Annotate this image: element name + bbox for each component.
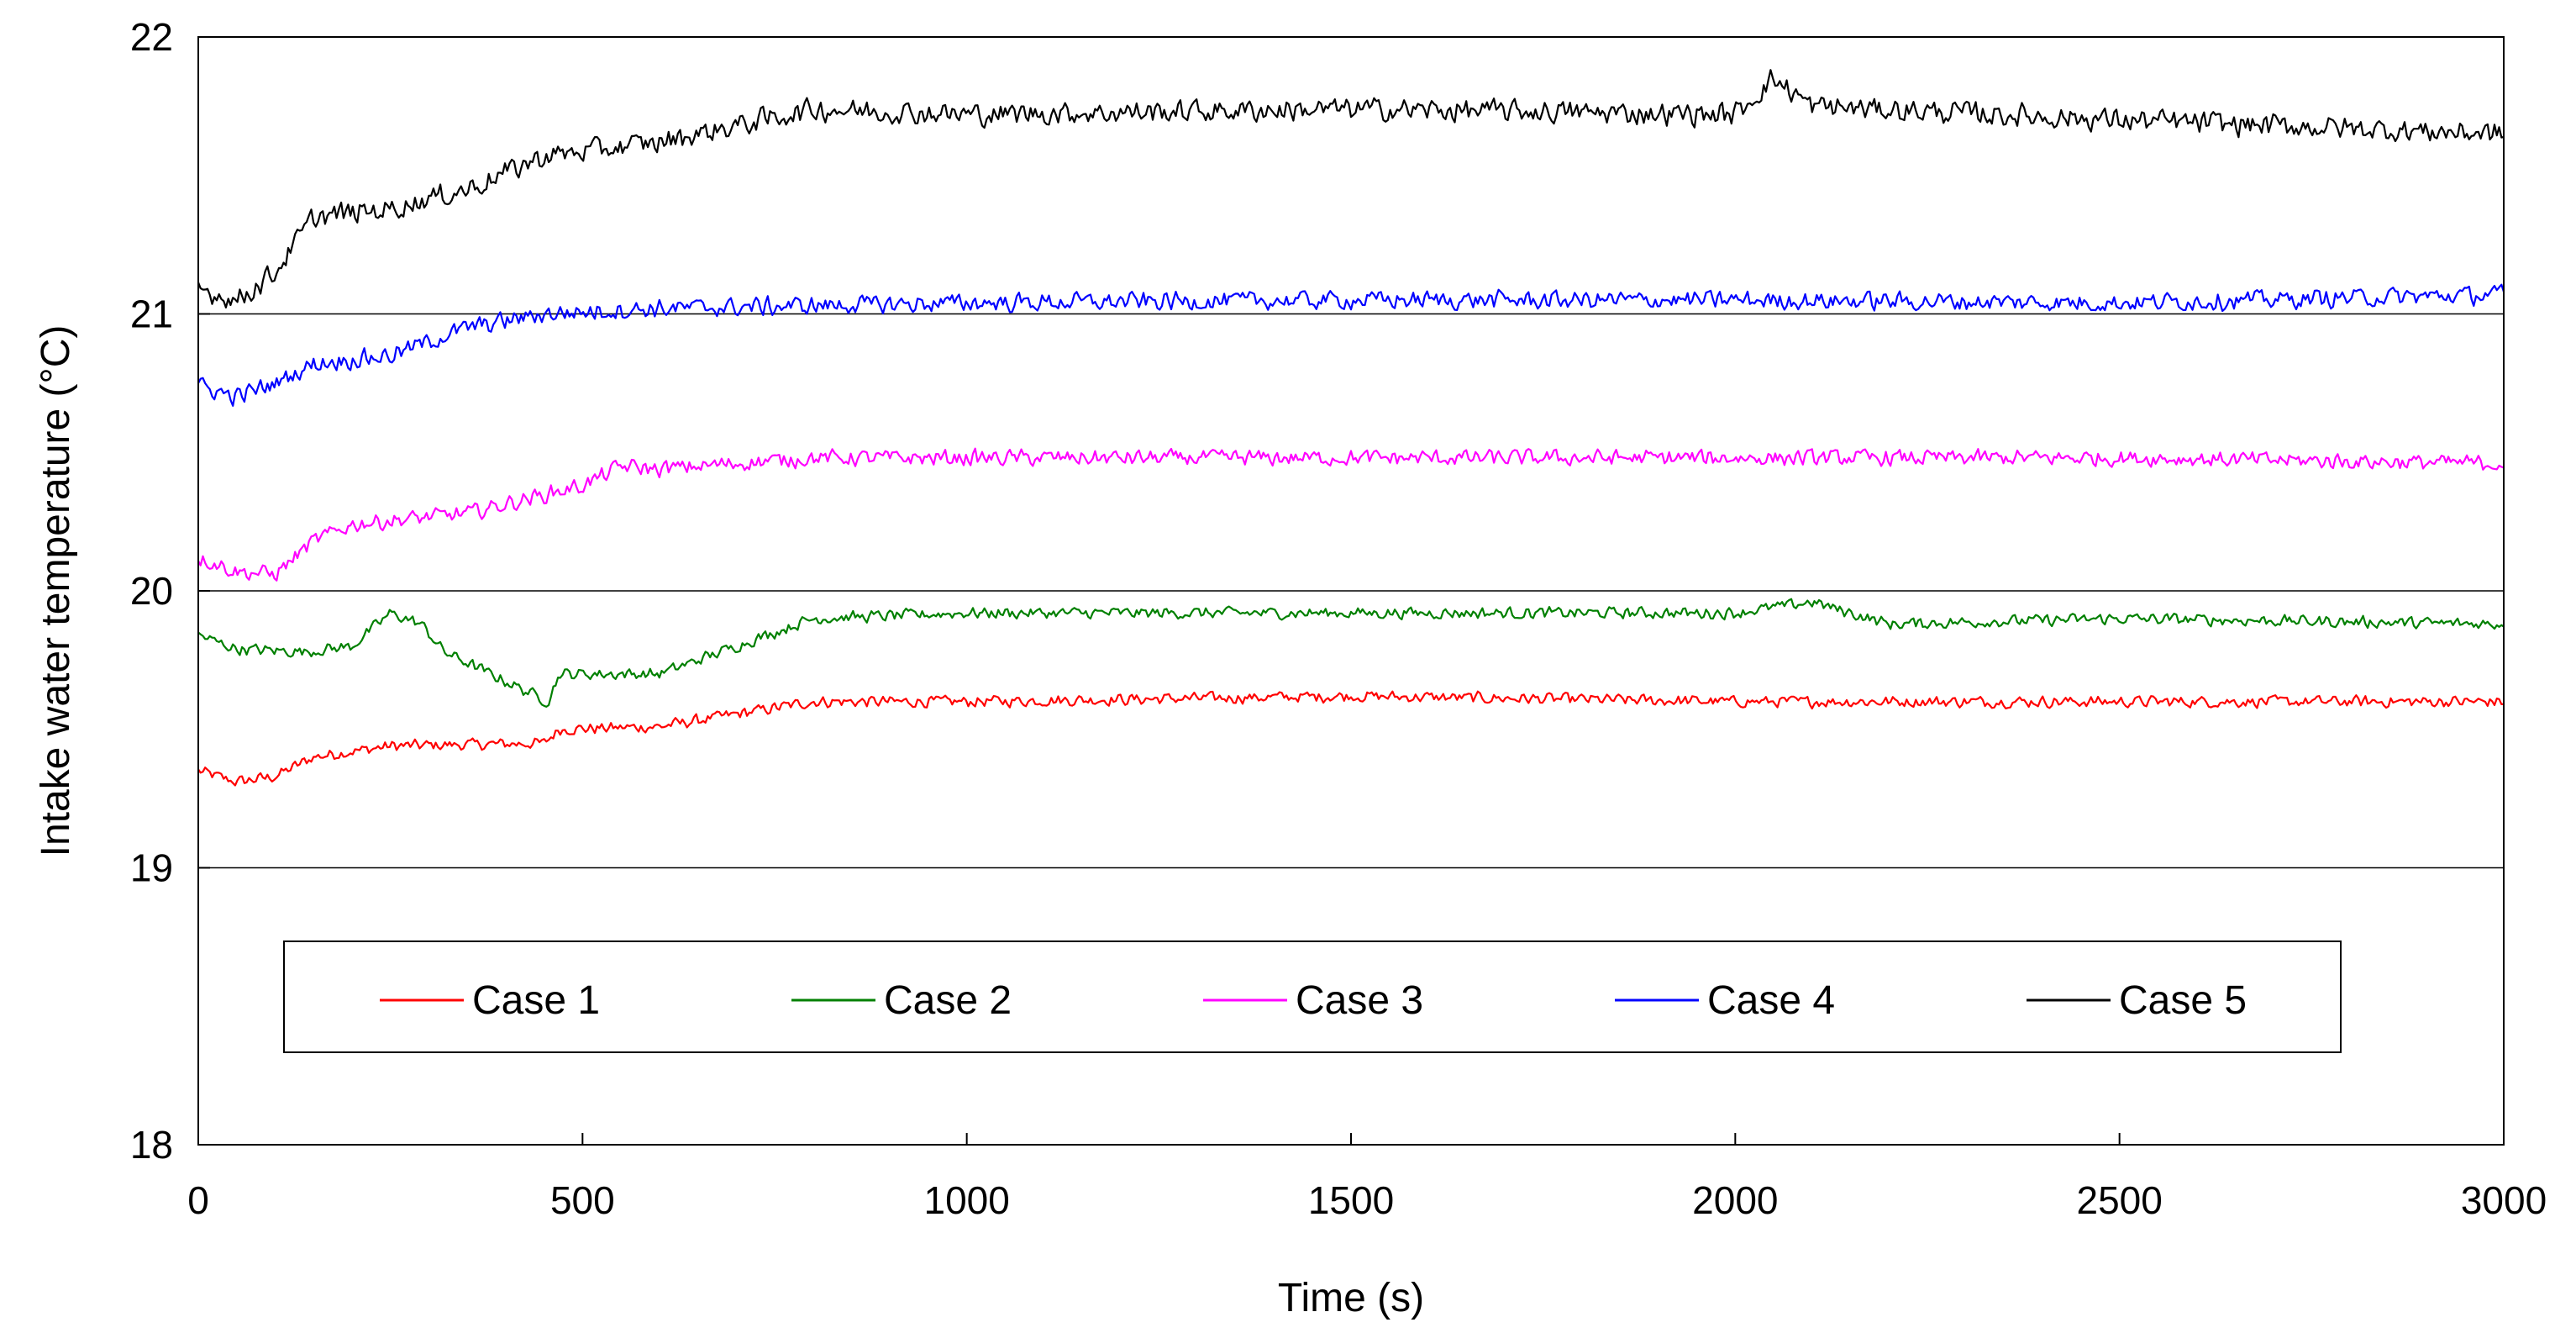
series-layer <box>197 69 2505 787</box>
legend-label-case-1: Case 1 <box>472 978 600 1023</box>
series-line-case-4 <box>197 283 2505 407</box>
x-tick-label: 2000 <box>1692 1178 1778 1222</box>
x-tick-label: 1000 <box>923 1178 1009 1222</box>
x-tick-label: 3000 <box>2461 1178 2547 1222</box>
legend-label-case-3: Case 3 <box>1296 978 1423 1023</box>
legend-label-case-2: Case 2 <box>884 978 1012 1023</box>
series-line-case-1 <box>197 690 2505 787</box>
x-tick-label: 2500 <box>2076 1178 2162 1222</box>
ticks-layer: 0 500 1000 1500 2000 2500 3000 18 19 20 21 22 <box>130 15 2547 1222</box>
x-tick-label: 500 <box>550 1178 615 1222</box>
series-line-case-3 <box>197 447 2505 582</box>
y-tick-label: 20 <box>130 569 173 613</box>
legend-box <box>283 940 2342 1053</box>
y-tick-label: 18 <box>130 1123 173 1167</box>
y-tick-label: 21 <box>130 292 173 336</box>
y-tick-label: 19 <box>130 846 173 890</box>
y-axis-title: Intake water temperature (°C) <box>34 325 78 857</box>
series-line-case-5 <box>197 69 2505 308</box>
legend-label-case-5: Case 5 <box>2119 978 2247 1023</box>
x-axis-title: Time (s) <box>1278 1276 1424 1320</box>
x-tick-label: 0 <box>187 1178 209 1222</box>
legend: Case 1 Case 2 Case 3 Case 4 Case 5 <box>283 940 2342 1053</box>
y-tick-label: 22 <box>130 15 173 59</box>
series-line-case-2 <box>197 598 2505 708</box>
legend-label-case-4: Case 4 <box>1707 978 1835 1023</box>
x-tick-label: 1500 <box>1308 1178 1394 1222</box>
